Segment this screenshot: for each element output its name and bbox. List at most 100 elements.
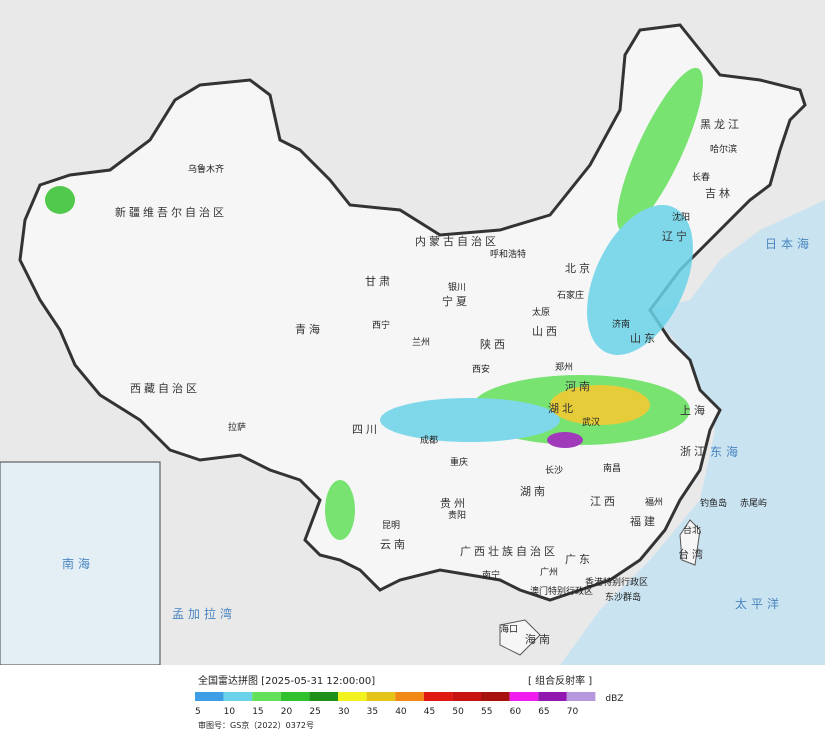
product-label: [ 组合反射率 ] bbox=[528, 674, 592, 687]
legend-swatch bbox=[423, 692, 453, 701]
province-label: 贵州 bbox=[440, 497, 468, 510]
province-label: 海南 bbox=[525, 632, 553, 646]
city-label: 北京 bbox=[565, 261, 593, 275]
city-label: 拉萨 bbox=[228, 421, 246, 433]
legend-tick-label: 70 bbox=[567, 707, 579, 717]
legend-tick-label: 10 bbox=[224, 707, 236, 717]
legend-tick-label: 5 bbox=[195, 707, 201, 717]
city-label: 香港特别行政区 bbox=[585, 576, 648, 588]
province-label: 广东 bbox=[565, 553, 593, 566]
province-label: 吉林 bbox=[705, 186, 733, 200]
province-label: 陕西 bbox=[480, 337, 508, 351]
city-label: 哈尔滨 bbox=[710, 143, 737, 155]
city-label: 沈阳 bbox=[672, 211, 690, 223]
approval-number: 审图号：GS京（2022）0372号 bbox=[198, 720, 314, 730]
legend-swatch bbox=[338, 692, 367, 701]
legend-tick-label: 65 bbox=[538, 707, 549, 717]
legend-unit: dBZ bbox=[605, 694, 623, 704]
legend-tick-label: 50 bbox=[452, 707, 464, 717]
city-label: 西宁 bbox=[372, 319, 390, 331]
province-label: 宁夏 bbox=[442, 294, 470, 308]
city-label: 贵阳 bbox=[448, 509, 466, 521]
province-label: 浙江 bbox=[680, 445, 708, 458]
legend-swatch bbox=[223, 692, 253, 701]
province-label: 西藏自治区 bbox=[130, 381, 200, 395]
city-label: 海口 bbox=[500, 623, 518, 635]
city-label: 南宁 bbox=[482, 569, 500, 581]
legend-swatch bbox=[538, 692, 567, 701]
city-label: 太原 bbox=[532, 306, 550, 318]
province-label: 河南 bbox=[565, 380, 593, 393]
city-label: 上海 bbox=[680, 403, 708, 417]
province-label: 广西壮族自治区 bbox=[460, 544, 558, 558]
city-label: 济南 bbox=[612, 318, 630, 330]
island-label: 东沙群岛 bbox=[605, 591, 641, 603]
sea bbox=[560, 200, 825, 665]
legend-swatch bbox=[481, 692, 510, 701]
province-label: 山西 bbox=[532, 325, 560, 338]
legend-swatch bbox=[395, 692, 424, 701]
province-label: 湖南 bbox=[520, 485, 548, 498]
city-label: 西安 bbox=[472, 363, 490, 375]
city-label: 广州 bbox=[540, 566, 558, 578]
city-label: 呼和浩特 bbox=[490, 248, 526, 260]
city-label: 银川 bbox=[448, 281, 466, 293]
title: 全国雷达拼图 [2025-05-31 12:00:00] bbox=[198, 674, 375, 687]
legend-panel bbox=[0, 665, 825, 739]
legend-swatch bbox=[366, 692, 396, 701]
sea-label: 孟加拉湾 bbox=[172, 606, 236, 621]
city-label: 武汉 bbox=[582, 416, 600, 428]
province-label: 辽宁 bbox=[662, 229, 690, 243]
legend-tick-label: 20 bbox=[281, 707, 293, 717]
province-label: 台湾 bbox=[678, 547, 706, 561]
islands bbox=[499, 519, 701, 656]
city-label: 台北 bbox=[683, 524, 701, 536]
color-legend: 5 10 15 20 25 30 35 40 45 50 55 60 65 70 dBZ bbox=[195, 692, 623, 717]
province-label: 江西 bbox=[590, 495, 618, 508]
province-label: 福建 bbox=[630, 514, 658, 528]
city-label: 南昌 bbox=[603, 462, 621, 474]
legend-swatch bbox=[252, 692, 281, 701]
legend-tick-label: 25 bbox=[309, 707, 320, 717]
sea-label: 南海 bbox=[62, 556, 94, 571]
island-label: 赤尾屿 bbox=[740, 498, 767, 509]
city-label: 乌鲁木齐 bbox=[188, 163, 224, 175]
province-label: 新疆维吾尔自治区 bbox=[115, 205, 227, 219]
place-labels: 乌鲁木齐 新疆维吾尔自治区 西藏自治区 拉萨 青海 西宁 甘肃 内蒙古自治区 呼… bbox=[62, 118, 813, 646]
legend-tick-label: 15 bbox=[252, 707, 263, 717]
legend-swatch bbox=[280, 692, 310, 701]
sea-label: 东海 bbox=[710, 444, 742, 459]
province-label: 甘肃 bbox=[365, 275, 393, 288]
legend-tick-label: 35 bbox=[367, 707, 378, 717]
city-label: 澳门特别行政区 bbox=[530, 585, 593, 597]
sea-label: 日本海 bbox=[765, 236, 813, 251]
city-label: 石家庄 bbox=[557, 289, 584, 301]
province-label: 内蒙古自治区 bbox=[415, 234, 499, 248]
legend-swatch bbox=[452, 692, 481, 701]
south-sea-inset bbox=[0, 461, 161, 666]
legend-tick-label: 45 bbox=[424, 707, 435, 717]
legend-swatch bbox=[566, 692, 596, 701]
province-label: 黑龙江 bbox=[700, 118, 742, 131]
province-label: 湖北 bbox=[548, 402, 576, 415]
legend-tick-label: 40 bbox=[395, 707, 407, 717]
province-label: 山东 bbox=[630, 332, 658, 345]
china-outline bbox=[18, 23, 807, 602]
legend-swatch bbox=[309, 692, 338, 701]
province-label: 云南 bbox=[380, 538, 408, 551]
city-label: 长沙 bbox=[545, 464, 563, 476]
legend-tick-label: 60 bbox=[510, 707, 522, 717]
legend-swatch bbox=[195, 692, 224, 701]
city-label: 郑州 bbox=[555, 361, 573, 373]
island-label: 钓鱼岛 bbox=[700, 497, 727, 509]
province-label: 四川 bbox=[352, 423, 380, 436]
city-label: 成都 bbox=[420, 434, 438, 446]
legend-swatch bbox=[509, 692, 539, 701]
city-label: 重庆 bbox=[450, 456, 468, 468]
city-label: 兰州 bbox=[412, 336, 430, 348]
sea-label: 太平洋 bbox=[735, 596, 783, 611]
province-label: 青海 bbox=[295, 322, 323, 336]
legend-tick-label: 30 bbox=[338, 707, 350, 717]
city-label: 长春 bbox=[692, 171, 710, 183]
